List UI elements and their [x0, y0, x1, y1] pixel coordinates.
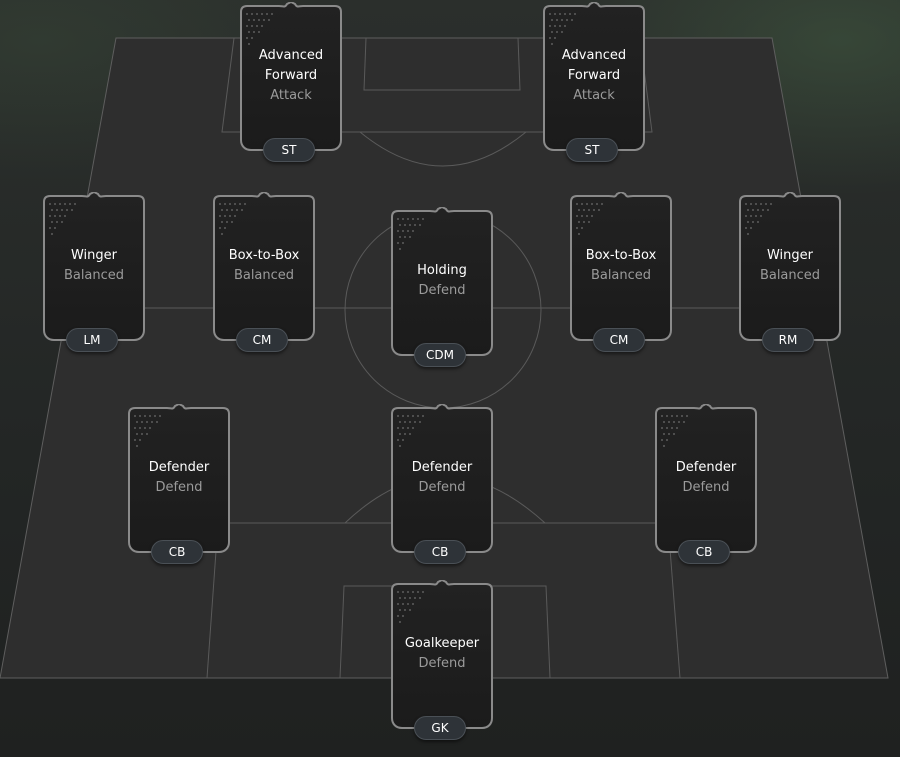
player-role-label: Advanced: [561, 48, 627, 63]
position-badge[interactable]: CB: [151, 540, 203, 564]
player-duty-label: Balanced: [63, 268, 125, 283]
position-badge[interactable]: ST: [566, 138, 618, 162]
player-duty-label: Balanced: [233, 268, 295, 283]
top-penalty-area: [221, 37, 653, 133]
player-role-label: Defender: [675, 460, 737, 475]
player-duty-label: Defend: [418, 480, 466, 495]
player-card-rm[interactable]: Winger Balanced RM: [736, 192, 844, 352]
player-duty-label: Balanced: [590, 268, 652, 283]
player-role-label: Forward: [567, 68, 621, 83]
card-shape: [391, 404, 493, 553]
player-duty-label: Defend: [418, 656, 466, 671]
player-card-cdm[interactable]: Holding Defend CDM: [388, 207, 496, 367]
position-badge[interactable]: GK: [414, 716, 466, 740]
card-texture-dots: [134, 415, 161, 447]
card-texture-dots: [397, 415, 424, 447]
player-card-gk[interactable]: Goalkeeper Defend GK: [388, 580, 496, 740]
top-goal-area: [363, 37, 521, 91]
player-role-label: Box-to-Box: [585, 248, 657, 263]
player-card-cm-left[interactable]: Box-to-Box Balanced CM: [210, 192, 318, 352]
card-texture-dots: [745, 203, 772, 235]
player-role-label: Holding: [417, 263, 467, 278]
player-card-cb-right[interactable]: Defender Defend CB: [652, 404, 760, 564]
player-duty-label: Balanced: [759, 268, 821, 283]
position-badge[interactable]: CB: [414, 540, 466, 564]
player-card-cb-left[interactable]: Defender Defend CB: [125, 404, 233, 564]
player-role-label: Forward: [264, 68, 318, 83]
player-card-st-right[interactable]: Advanced Forward Attack ST: [540, 2, 648, 162]
player-duty-label: Attack: [573, 88, 615, 103]
position-badge[interactable]: CDM: [414, 343, 466, 367]
player-role-label: Defender: [148, 460, 210, 475]
player-role-label: Defender: [411, 460, 473, 475]
card-texture-dots: [576, 203, 603, 235]
position-badge[interactable]: CB: [678, 540, 730, 564]
player-card-cb-center[interactable]: Defender Defend CB: [388, 404, 496, 564]
card-texture-dots: [549, 13, 576, 45]
card-texture-dots: [661, 415, 688, 447]
card-texture-dots: [397, 591, 424, 623]
position-badge[interactable]: CM: [593, 328, 645, 352]
player-duty-label: Defend: [682, 480, 730, 495]
player-role-label: Winger: [70, 248, 117, 263]
player-role-label: Winger: [766, 248, 813, 263]
player-role-label: Box-to-Box: [228, 248, 300, 263]
player-duty-label: Defend: [155, 480, 203, 495]
card-texture-dots: [246, 13, 273, 45]
position-badge[interactable]: CM: [236, 328, 288, 352]
card-texture-dots: [397, 218, 424, 250]
player-role-label: Advanced: [258, 48, 324, 63]
player-card-st-left[interactable]: Advanced Forward Attack ST: [237, 2, 345, 162]
position-badge[interactable]: ST: [263, 138, 315, 162]
position-badge[interactable]: RM: [762, 328, 814, 352]
player-duty-label: Defend: [418, 283, 466, 298]
card-texture-dots: [219, 203, 246, 235]
player-card-lm[interactable]: Winger Balanced LM: [40, 192, 148, 352]
top-penalty-arc: [359, 131, 527, 167]
player-duty-label: Attack: [270, 88, 312, 103]
position-badge[interactable]: LM: [66, 328, 118, 352]
player-role-label: Goalkeeper: [404, 636, 480, 651]
player-card-cm-right[interactable]: Box-to-Box Balanced CM: [567, 192, 675, 352]
card-texture-dots: [49, 203, 76, 235]
